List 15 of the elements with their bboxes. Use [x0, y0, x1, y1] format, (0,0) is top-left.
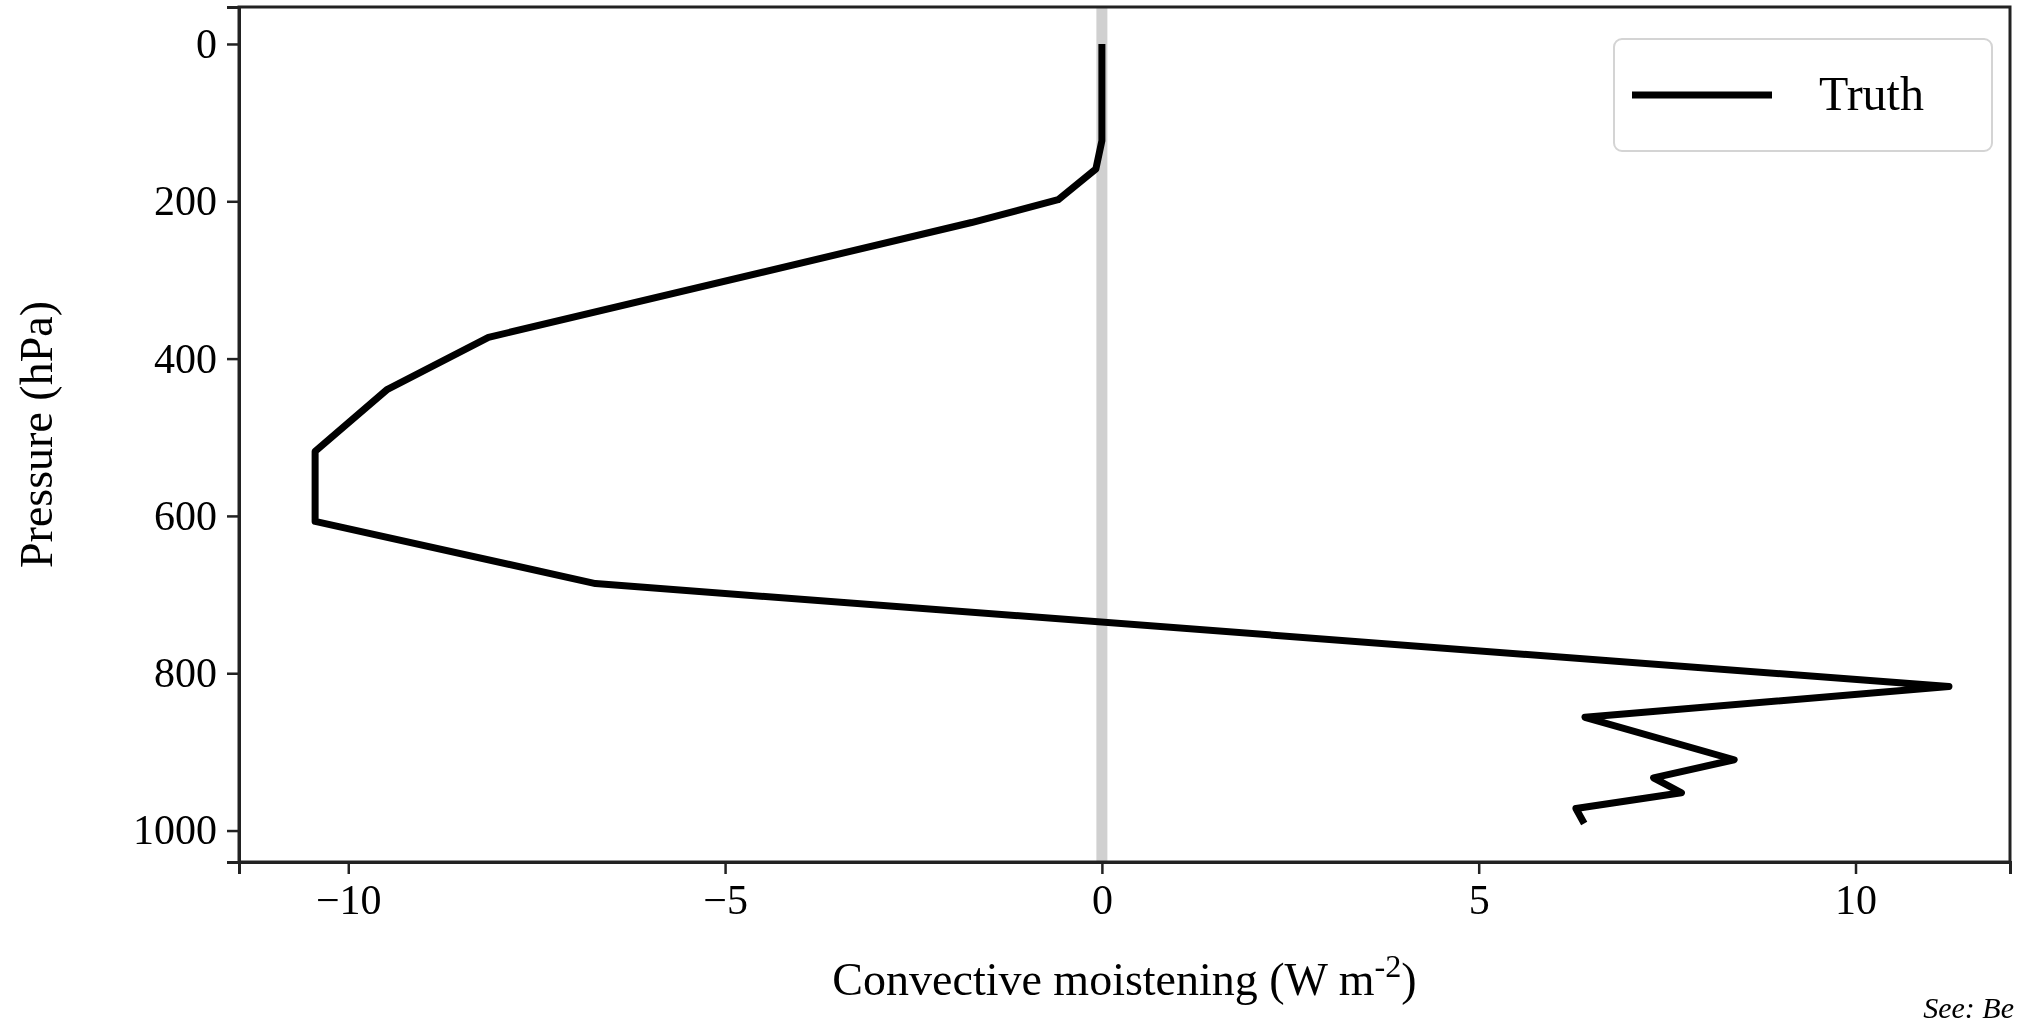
x-tick-label: 0	[1091, 876, 1113, 923]
text: See: Be	[1923, 991, 2014, 1024]
y-tick-label: 200	[154, 178, 217, 225]
x-tick-label: −10	[315, 876, 382, 923]
legend-label: Truth	[1819, 67, 1924, 120]
y-tick-label: 600	[154, 492, 217, 539]
x-tick-label: −5	[703, 876, 748, 923]
x-tick-label: 10	[1835, 876, 1878, 923]
y-tick-label: 800	[154, 650, 217, 697]
x-axis-title: Convective moistening (W m$^{-2}$)	[832, 948, 1417, 1005]
x-tick-label: 5	[1468, 876, 1490, 923]
y-tick-label: 400	[154, 335, 217, 382]
y-axis-title: Pressure (hPa)	[11, 301, 62, 568]
y-tick-label: 0	[196, 20, 217, 67]
y-tick-label: 1000	[133, 807, 217, 854]
